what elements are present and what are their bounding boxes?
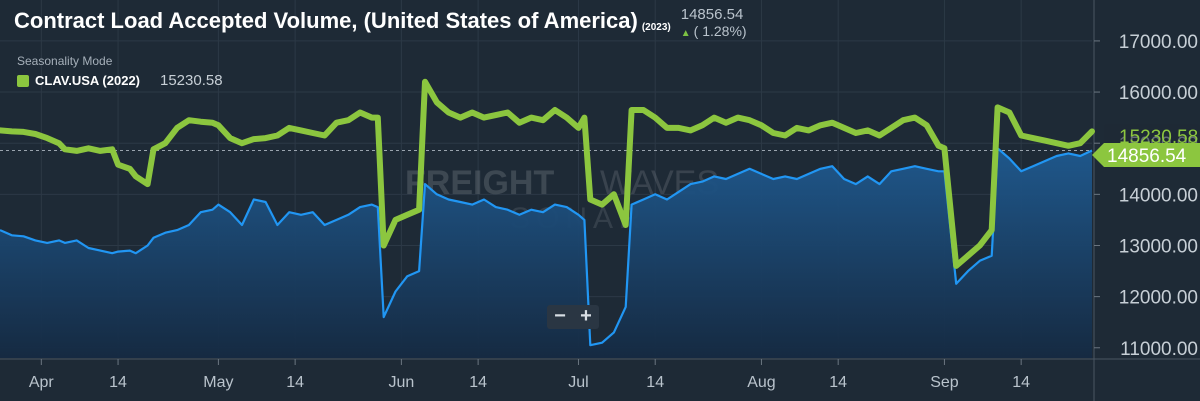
badge-2022-value: 15230.58 [1119,127,1198,148]
legend-value-2022: 15230.58 [160,72,223,89]
seasonality-mode-label: Seasonality Mode [17,54,113,68]
y-tick-label: 13000.00 [1119,236,1198,257]
change-indicator: ▲( 1.28%) [681,23,747,42]
legend[interactable]: CLAV.USA (2022) 15230.58 [17,72,223,89]
x-tick-label: Aug [747,374,775,391]
badge-2023-value: 14856.54 [1107,146,1187,167]
zoom-in-button[interactable]: + [580,305,592,327]
x-tick-label: 14 [286,374,304,391]
y-axis-ticks: 11000.0012000.0013000.0014000.0015000.00… [1094,32,1198,360]
x-axis-ticks: Apr 14 May 14 Jun 14 Jul 14 Aug 14 Sep 14 [29,359,1030,391]
current-value-block: 14856.54 ▲( 1.28%) [681,6,747,42]
x-tick-label: 14 [1012,374,1030,391]
badge-2022: 15230.58 [1104,124,1200,148]
x-tick-label: 14 [829,374,847,391]
series-2022-line[interactable] [0,78,1095,269]
chart-title: Contract Load Accepted Volume, (United S… [14,8,638,33]
zoom-out-button[interactable]: − [554,305,566,327]
x-tick-label: 14 [646,374,664,391]
x-tick-label: Apr [29,374,55,391]
x-tick-label: Sep [930,374,959,391]
up-arrow-icon: ▲ [680,28,691,39]
y-tick-label: 16000.00 [1119,83,1198,104]
y-tick-label: 14000.00 [1119,185,1198,206]
y-tick-label: 17000.00 [1119,32,1198,53]
x-tick-label: 14 [109,374,127,391]
year-tag: (2023) [641,22,671,33]
badge-2023: 14856.54 [1092,143,1200,167]
x-tick-label: Jun [388,374,414,391]
x-tick-label: 14 [469,374,487,391]
y-tick-label: 11000.00 [1120,339,1198,360]
chart-header: Contract Load Accepted Volume, (United S… [14,6,747,42]
change-text: ( 1.28%) [693,23,747,39]
series-2023-area [0,148,1092,358]
series-2023-line[interactable] [0,147,1093,347]
x-tick-label: May [203,374,233,391]
y-tick-label: 12000.00 [1119,288,1198,309]
current-value: 14856.54 [680,6,744,23]
legend-label-2022: CLAV.USA (2022) [35,73,140,88]
legend-swatch-2022 [17,74,29,87]
x-tick-label: Jul [568,374,588,391]
zoom-controls: − + [547,305,599,329]
